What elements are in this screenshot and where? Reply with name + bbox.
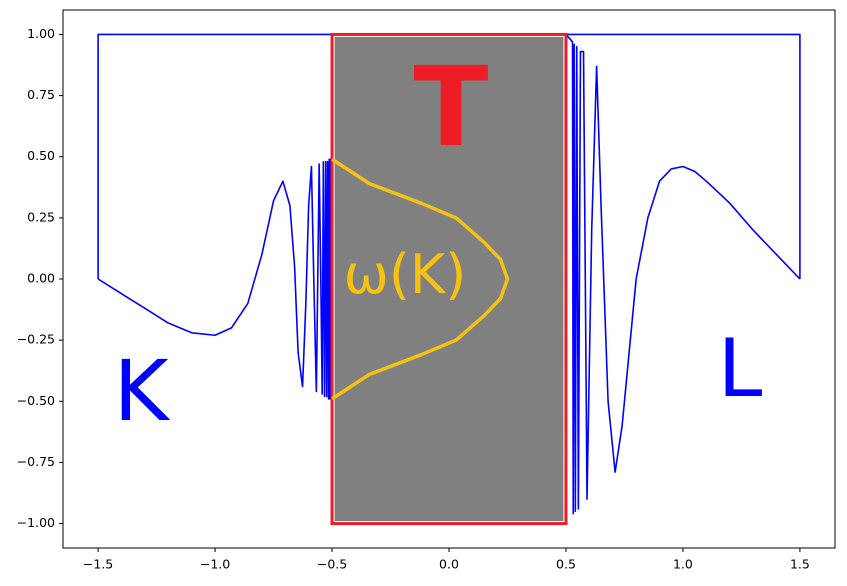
y-tick-label: 1.00 (27, 26, 55, 41)
x-tick-label: 0.0 (439, 557, 459, 572)
x-tick-label: 1.0 (673, 557, 693, 572)
y-tick-label: −0.75 (17, 454, 55, 469)
y-tick-label: 0.25 (27, 209, 55, 224)
x-tick-label: −1.0 (200, 557, 230, 572)
region-inner-edge (333, 35, 565, 523)
curve (97, 158, 333, 400)
x-tick-label: 1.5 (790, 557, 810, 572)
x-tick-label: −1.5 (83, 557, 113, 572)
x-tick-label: −0.5 (317, 557, 347, 572)
y-tick-label: 0.00 (27, 271, 55, 286)
y-tick-label: −0.50 (17, 393, 55, 408)
y-tick-label: −1.00 (17, 515, 55, 530)
x-tick-label: 0.5 (556, 557, 576, 572)
region (330, 32, 568, 526)
annotation: L (718, 322, 763, 415)
annotation: T (413, 43, 488, 171)
y-tick-label: 0.50 (27, 148, 55, 163)
annotation: ω(K) (344, 243, 467, 306)
y-tick-label: 0.75 (27, 87, 55, 102)
y-tick-label: −0.25 (17, 332, 55, 347)
annotation: K (113, 342, 170, 440)
curve (331, 157, 510, 401)
curve (565, 33, 801, 515)
